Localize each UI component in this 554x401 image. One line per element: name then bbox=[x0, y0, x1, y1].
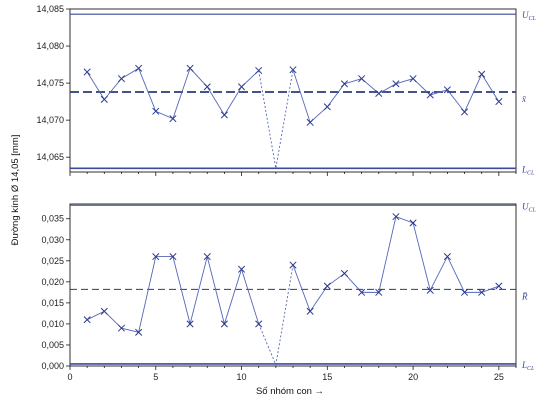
data-point bbox=[358, 75, 366, 83]
y-tick-label: 0,000 bbox=[41, 361, 64, 371]
data-point bbox=[340, 269, 349, 277]
data-point bbox=[340, 80, 349, 88]
y-tick-label: 0,025 bbox=[41, 256, 64, 266]
data-point bbox=[117, 75, 126, 83]
range-panel: 0,000 0,005 0,010 0,015 0,020 0,025 0,030 0,035… bbox=[41, 201, 536, 382]
y-tick-label: 0,005 bbox=[41, 340, 64, 350]
data-point bbox=[443, 253, 451, 261]
data-point bbox=[426, 286, 434, 294]
x-tick-label: 10 bbox=[237, 372, 247, 382]
x-axis-title: Số nhóm con → bbox=[256, 386, 324, 397]
data-point bbox=[152, 253, 160, 261]
data-point bbox=[478, 288, 486, 296]
data-point bbox=[169, 253, 177, 261]
data-point bbox=[135, 328, 143, 336]
data-point bbox=[135, 64, 143, 72]
data-point bbox=[237, 83, 246, 91]
y-tick-label: 14,070 bbox=[36, 115, 64, 125]
data-point bbox=[306, 307, 314, 315]
missing-subgroup-line bbox=[258, 264, 294, 367]
center-label: R̄ bbox=[521, 291, 528, 301]
y-tick-label: 0,010 bbox=[41, 319, 64, 329]
y-tick-label: 14,075 bbox=[36, 78, 64, 88]
ucl-label: UCL bbox=[522, 10, 537, 22]
data-point bbox=[100, 307, 108, 315]
x-tick-label: 20 bbox=[408, 372, 418, 382]
data-point bbox=[392, 80, 400, 88]
series-line bbox=[86, 67, 260, 120]
data-point bbox=[323, 282, 331, 290]
data-point bbox=[375, 89, 383, 98]
data-point bbox=[409, 75, 417, 83]
xbar-panel: 14,065 14,070 14,075 14,080 14,085 UCL x̄ LCL bbox=[36, 4, 536, 176]
data-point bbox=[323, 103, 331, 111]
data-point bbox=[186, 64, 194, 72]
series-line bbox=[292, 69, 500, 124]
data-point bbox=[255, 320, 263, 328]
data-point bbox=[495, 282, 503, 290]
x-tick-label: 5 bbox=[153, 372, 158, 382]
data-point bbox=[220, 111, 228, 119]
x-tick-label: 15 bbox=[322, 372, 332, 382]
y-tick-label: 0,020 bbox=[41, 277, 64, 287]
data-point bbox=[392, 213, 400, 221]
data-point bbox=[460, 108, 469, 116]
data-point bbox=[169, 115, 177, 123]
data-point bbox=[375, 288, 383, 296]
series-line bbox=[86, 256, 260, 333]
data-point bbox=[203, 83, 211, 91]
data-point bbox=[289, 66, 297, 74]
data-point bbox=[237, 265, 246, 273]
y-tick-label: 14,085 bbox=[36, 4, 64, 14]
y-tick-label: 0,015 bbox=[41, 298, 64, 308]
data-point bbox=[152, 107, 160, 115]
data-point bbox=[83, 68, 91, 76]
y-tick-label: 14,080 bbox=[36, 41, 64, 51]
center-label: x̄ bbox=[521, 94, 527, 104]
series-line bbox=[292, 216, 500, 313]
data-point bbox=[443, 86, 451, 94]
plot-frame bbox=[69, 8, 517, 173]
ucl-label: UCL bbox=[522, 201, 537, 213]
data-point bbox=[289, 261, 297, 269]
data-point bbox=[186, 320, 194, 328]
data-point bbox=[83, 316, 91, 324]
data-point bbox=[409, 219, 417, 227]
data-point bbox=[358, 288, 366, 296]
y-tick-label: 14,065 bbox=[36, 152, 64, 162]
data-point bbox=[460, 288, 469, 296]
lcl-label: LCL bbox=[521, 360, 535, 372]
data-point bbox=[100, 95, 108, 103]
data-point bbox=[306, 118, 314, 126]
x-tick-label: 0 bbox=[67, 372, 72, 382]
data-point bbox=[220, 320, 228, 328]
y-tick-label: 0,030 bbox=[41, 235, 64, 245]
data-point bbox=[117, 324, 126, 332]
data-point bbox=[495, 98, 503, 106]
data-point bbox=[255, 66, 263, 75]
y-axis-title: Đường kính Ø 14,05 [mm] bbox=[10, 135, 21, 246]
plot-frame bbox=[69, 203, 517, 367]
data-point bbox=[203, 253, 211, 261]
lcl-label: LCL bbox=[521, 164, 535, 176]
y-tick-label: 0,035 bbox=[41, 214, 64, 224]
data-point bbox=[426, 91, 434, 99]
x-tick-label: 25 bbox=[494, 372, 504, 382]
data-point bbox=[478, 70, 486, 78]
missing-subgroup-line bbox=[258, 69, 294, 169]
